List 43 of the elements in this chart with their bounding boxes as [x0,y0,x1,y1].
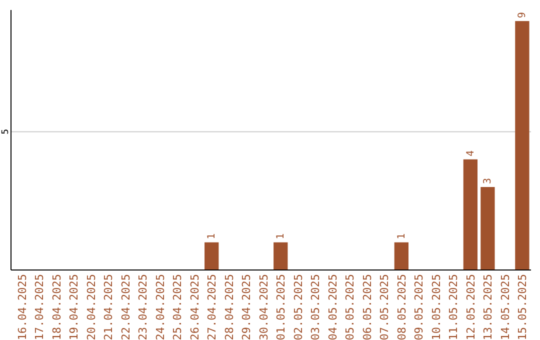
data-label: 9 [517,12,528,18]
x-tick-label: 19.04.2025 [68,274,81,340]
x-tick-label: 26.04.2025 [188,274,202,340]
bar [463,159,478,270]
x-tick-label: 03.05.2025 [309,274,322,340]
x-tick-label: 17.04.2025 [33,274,46,340]
x-tick-label: 23.04.2025 [136,274,150,340]
x-tick-label: 08.05.2025 [395,274,408,340]
x-tick-label: 12.05.2025 [464,274,478,340]
x-tick-label: 20.04.2025 [84,274,98,340]
x-tick-label: 18.04.2025 [50,274,64,340]
x-tick-label: 15.05.2025 [516,274,530,340]
bar [274,242,288,270]
x-tick-label: 16.04.2025 [16,274,29,340]
x-tick-label: 02.05.2025 [292,274,305,340]
bar [480,187,495,270]
x-tick-label: 28.04.2025 [222,274,236,340]
bar [204,242,219,270]
data-label: 1 [206,233,218,240]
x-tick-label: 14.05.2025 [498,274,512,340]
x-tick-label: 10.05.2025 [430,274,443,340]
x-tick-label: 29.04.2025 [240,274,254,340]
x-tick-label: 24.04.2025 [154,274,167,340]
data-label: 4 [465,150,476,156]
bar [515,21,530,270]
data-label: 1 [276,233,287,240]
x-tick-label: 22.04.2025 [119,274,132,340]
x-tick-label: 27.04.2025 [206,274,219,340]
x-tick-label: 06.05.2025 [360,274,374,340]
y-tick-label: 5 [1,128,11,134]
x-tick-label: 09.05.2025 [412,274,426,340]
x-tick-label: 30.04.2025 [257,274,270,340]
x-tick-label: 11.05.2025 [447,274,460,340]
x-tick-label: 05.05.2025 [344,274,357,340]
x-tick-label: 04.05.2025 [326,274,340,340]
x-tick-label: 13.05.2025 [482,274,495,340]
x-tick-label: 07.05.2025 [378,274,392,340]
data-label: 1 [396,233,408,240]
x-tick-label: 01.05.2025 [274,274,288,340]
x-tick-label: 21.04.2025 [102,274,116,340]
bar [394,242,408,270]
data-label: 3 [482,178,494,184]
x-tick-label: 25.04.2025 [171,274,184,340]
